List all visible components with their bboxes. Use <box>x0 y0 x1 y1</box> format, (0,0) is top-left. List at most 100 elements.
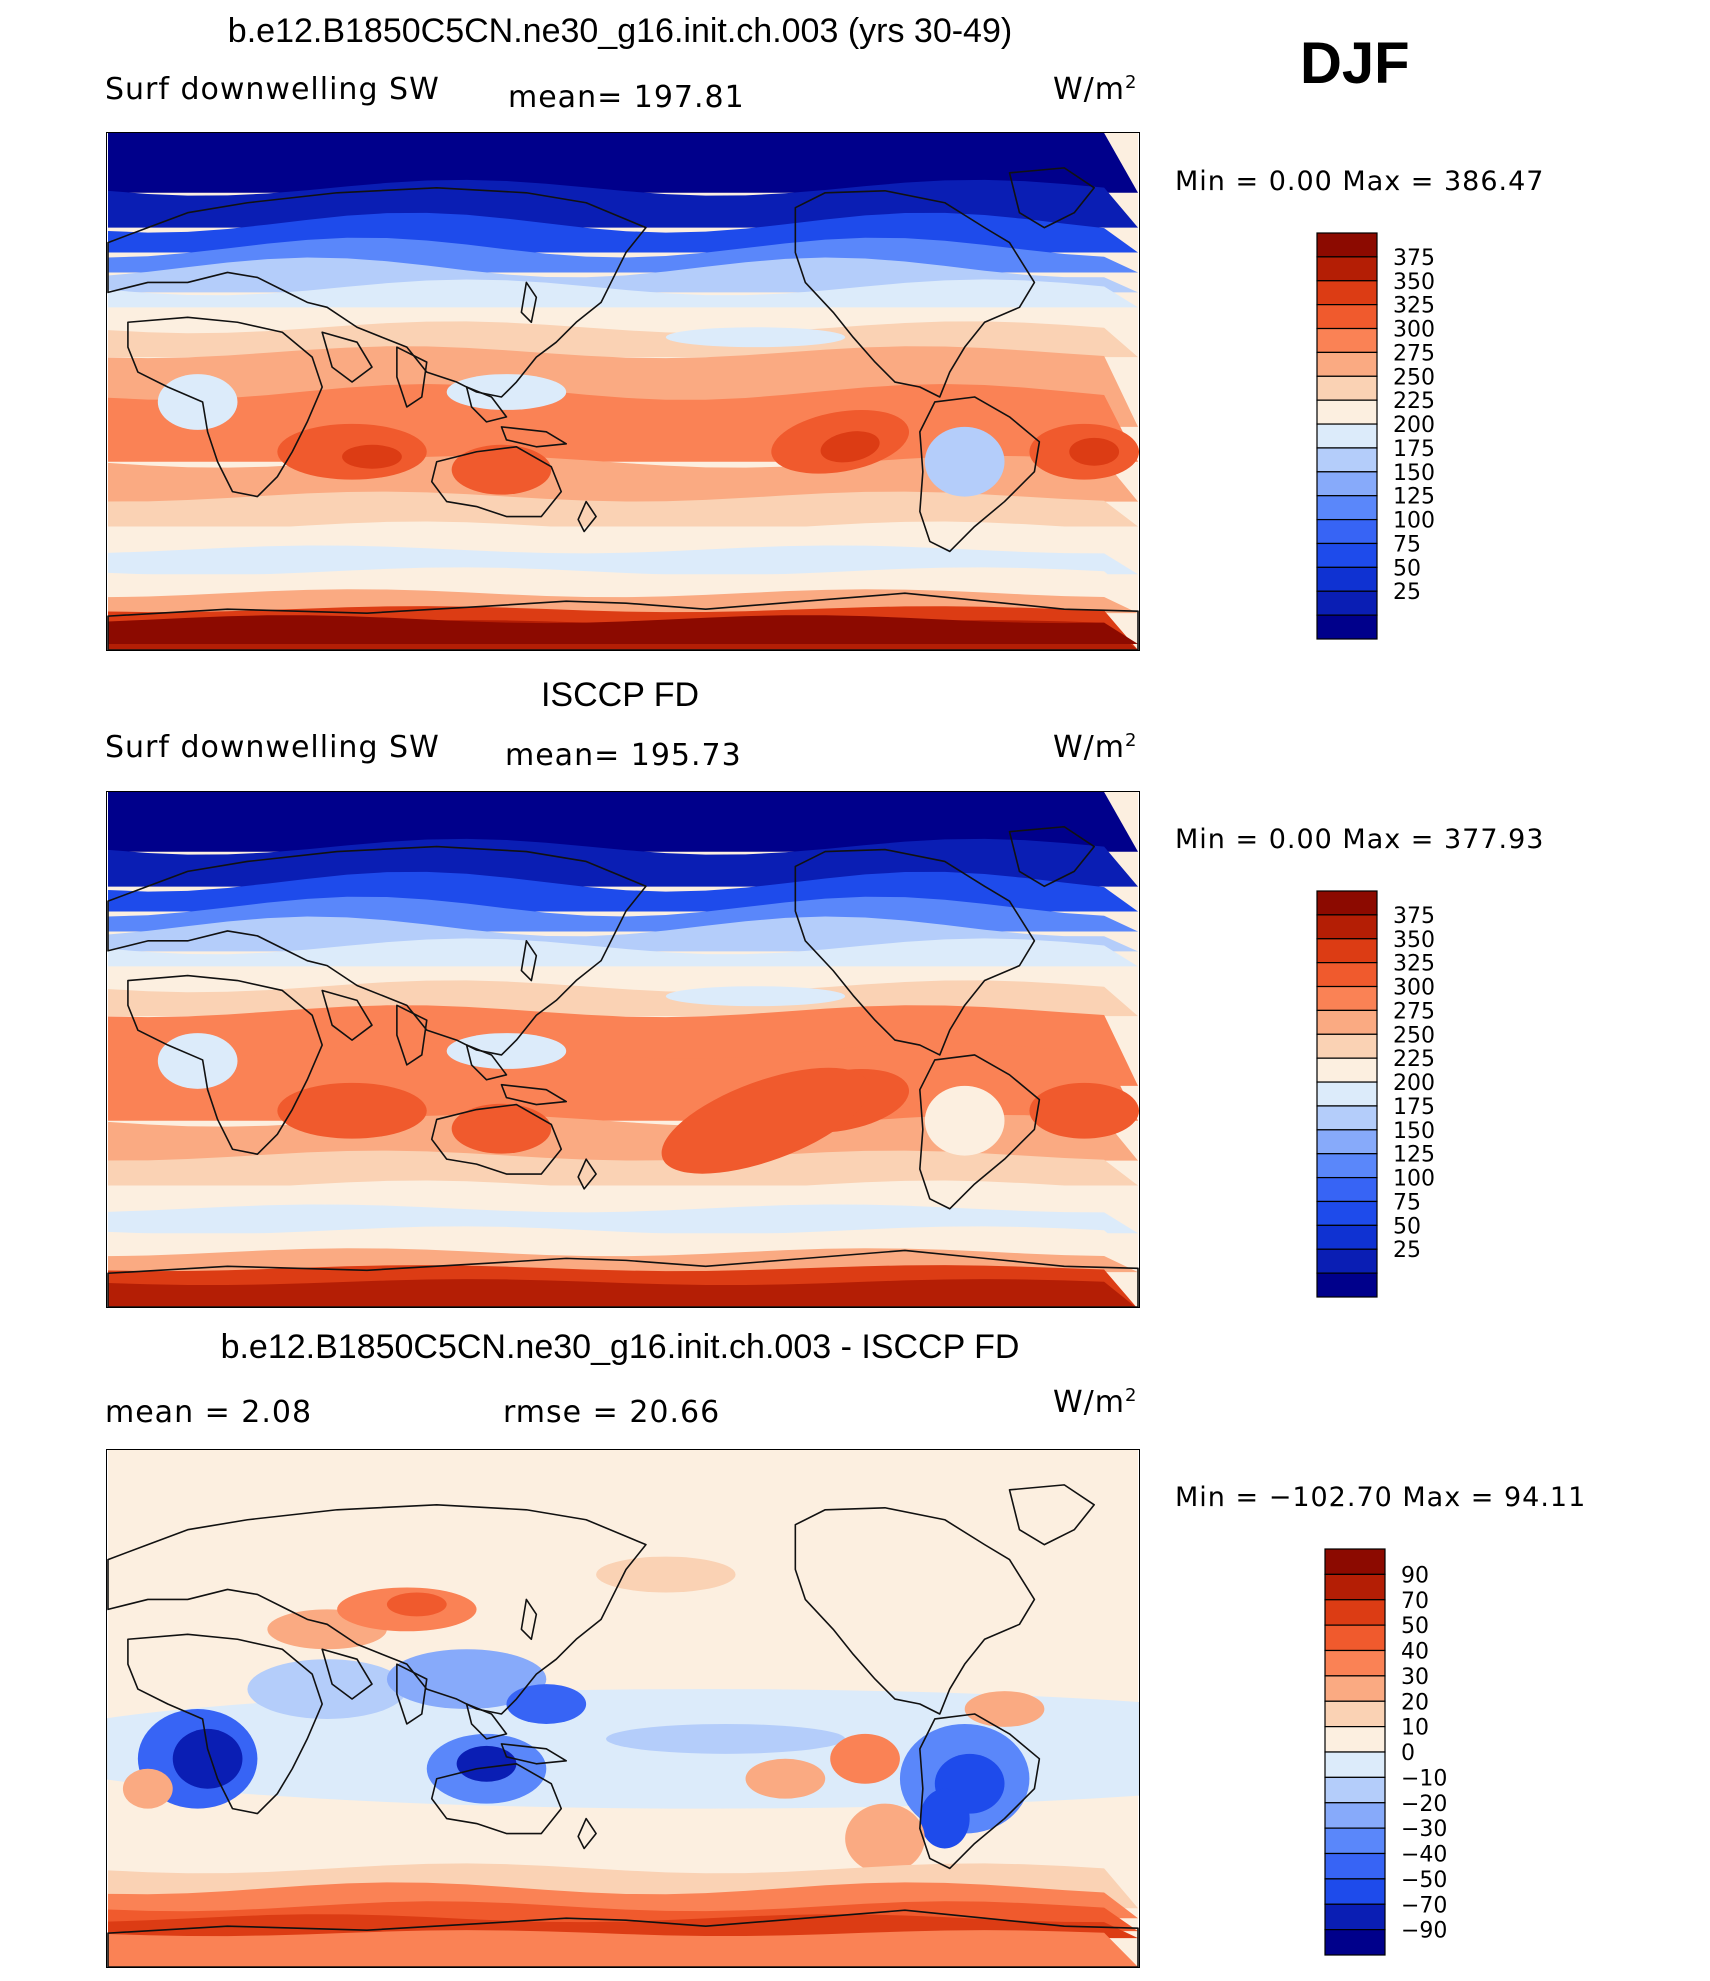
colorbar-box <box>1324 1726 1386 1753</box>
panel2-title: ISCCP FD <box>540 676 700 714</box>
colorbar-box <box>1316 518 1378 545</box>
coastlines <box>107 167 1139 650</box>
panel3-min-max: Min = −102.70 Max = 94.11 <box>1175 1482 1587 1513</box>
colorbar-label: 25 <box>1393 1238 1421 1263</box>
colorbar-label: −70 <box>1401 1893 1447 1918</box>
colorbar-label: 100 <box>1393 1167 1435 1192</box>
colorbar-label: 325 <box>1393 952 1435 977</box>
colorbar-box <box>1324 1878 1386 1905</box>
map-field <box>107 133 1139 650</box>
colorbar-box <box>1316 1009 1378 1035</box>
colorbar-label: 325 <box>1393 294 1435 319</box>
colorbar-box <box>1316 938 1378 964</box>
colorbar-label: 70 <box>1401 1589 1429 1614</box>
colorbar-box <box>1324 1903 1386 1931</box>
colorbar-label: 40 <box>1401 1640 1429 1665</box>
panel1-map <box>106 132 1140 651</box>
colorbar-label: 150 <box>1393 1119 1435 1144</box>
colorbar-label: 300 <box>1393 318 1435 343</box>
colorbar-label: 75 <box>1393 1190 1421 1215</box>
colorbar-box <box>1316 542 1378 568</box>
panel1-variable-label: Surf downwelling SW <box>105 72 440 107</box>
colorbar-label: 250 <box>1393 365 1435 390</box>
colorbar-box <box>1316 280 1378 306</box>
colorbar-box <box>1316 1248 1378 1274</box>
colorbar-label: −20 <box>1401 1792 1447 1817</box>
panel2-colorbar: 3753503253002752502252001751501251007550… <box>1316 890 1435 1298</box>
colorbar-box <box>1316 614 1378 640</box>
colorbar-label: 275 <box>1393 999 1435 1024</box>
panel3-units: W/m2 <box>1053 1385 1138 1420</box>
map-field <box>107 792 1139 1307</box>
panel1-mean-label: mean= 197.81 <box>508 80 745 115</box>
colorbar-label: 200 <box>1393 1071 1435 1096</box>
colorbar-label: 125 <box>1393 485 1435 510</box>
colorbar-box <box>1324 1802 1386 1829</box>
colorbar-box <box>1316 1153 1378 1179</box>
colorbar-label: 350 <box>1393 270 1435 295</box>
colorbar-label: 20 <box>1401 1690 1429 1715</box>
colorbar-box <box>1316 1105 1378 1131</box>
colorbar-box <box>1324 1624 1386 1652</box>
colorbar-label: 225 <box>1393 389 1435 414</box>
colorbar-label: 200 <box>1393 413 1435 438</box>
panel3-map <box>106 1449 1140 1968</box>
colorbar-box <box>1316 1033 1378 1059</box>
colorbar-label: 350 <box>1393 928 1435 953</box>
colorbar-box <box>1324 1929 1386 1956</box>
colorbar-label: −50 <box>1401 1868 1447 1893</box>
panel2-variable-label: Surf downwelling SW <box>105 730 440 765</box>
colorbar-label: −90 <box>1401 1919 1447 1944</box>
colorbar-box <box>1316 1224 1378 1250</box>
coastlines <box>107 1484 1139 1967</box>
colorbar-label: 125 <box>1393 1143 1435 1168</box>
colorbar-box <box>1316 351 1378 377</box>
colorbar-box <box>1316 495 1378 521</box>
colorbar-box <box>1316 447 1378 473</box>
colorbar-box <box>1316 256 1378 282</box>
colorbar-box <box>1316 566 1378 592</box>
colorbar-label: 50 <box>1393 556 1421 581</box>
colorbar-box <box>1316 985 1378 1012</box>
coastlines <box>107 825 1139 1307</box>
colorbar-label: 175 <box>1393 437 1435 462</box>
colorbar-box <box>1316 1176 1378 1203</box>
colorbar-box <box>1316 962 1378 988</box>
colorbar-label: 225 <box>1393 1047 1435 1072</box>
colorbar-label: 175 <box>1393 1095 1435 1120</box>
colorbar-box <box>1316 1057 1378 1083</box>
colorbar-box <box>1324 1751 1386 1778</box>
colorbar-label: 25 <box>1393 580 1421 605</box>
panel1-min-max: Min = 0.00 Max = 386.47 <box>1175 166 1545 197</box>
colorbar-box <box>1316 399 1378 425</box>
colorbar-label: 0 <box>1401 1741 1415 1766</box>
colorbar-box <box>1324 1827 1386 1855</box>
map-field <box>107 1450 1139 1967</box>
panel3-mean-label: mean = 2.08 <box>105 1395 313 1430</box>
panel2-min-max: Min = 0.00 Max = 377.93 <box>1175 824 1545 855</box>
colorbar-box <box>1316 375 1378 401</box>
colorbar-box <box>1316 1081 1378 1107</box>
colorbar-box <box>1316 1272 1378 1298</box>
colorbar-label: 100 <box>1393 509 1435 534</box>
colorbar-box <box>1316 590 1378 616</box>
colorbar-label: 150 <box>1393 461 1435 486</box>
colorbar-box <box>1324 1573 1386 1601</box>
colorbar-box <box>1316 471 1378 497</box>
panel3-rmse-label: rmse = 20.66 <box>503 1395 721 1430</box>
colorbar-box <box>1316 423 1378 449</box>
panel2-map <box>106 791 1140 1308</box>
panel2-units: W/m2 <box>1053 730 1138 765</box>
colorbar-label: 50 <box>1401 1614 1429 1639</box>
colorbar-label: −40 <box>1401 1843 1447 1868</box>
panel1-colorbar: 3753503253002752502252001751501251007550… <box>1316 232 1435 640</box>
colorbar-box <box>1324 1675 1386 1702</box>
panel2-mean-label: mean= 195.73 <box>505 738 742 773</box>
colorbar-box <box>1316 1129 1378 1155</box>
colorbar-label: −10 <box>1401 1766 1447 1791</box>
colorbar-label: 375 <box>1393 904 1435 929</box>
colorbar-box <box>1316 327 1378 354</box>
colorbar-label: 50 <box>1393 1214 1421 1239</box>
colorbar-label: 250 <box>1393 1023 1435 1048</box>
